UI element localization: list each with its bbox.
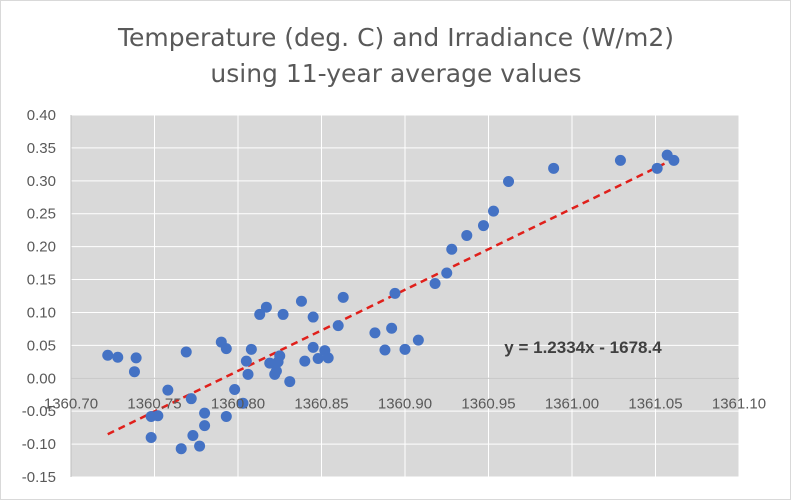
data-point — [284, 376, 296, 388]
x-tick-label: 1360.85 — [294, 395, 348, 412]
data-point — [220, 343, 232, 355]
chart-title-line-1: Temperature (deg. C) and Irradiance (W/m… — [117, 23, 674, 52]
data-point — [102, 349, 114, 361]
data-point — [270, 365, 282, 377]
data-point — [548, 162, 560, 174]
data-point — [180, 346, 192, 358]
y-tick-label: 0.40 — [27, 107, 56, 124]
data-point — [229, 383, 241, 395]
data-point — [240, 355, 252, 367]
data-point — [274, 350, 286, 362]
data-point — [503, 175, 515, 187]
data-point — [187, 430, 199, 442]
data-point — [429, 277, 441, 289]
data-point — [651, 162, 663, 174]
data-point — [477, 220, 489, 232]
data-point — [199, 420, 211, 432]
data-point — [332, 320, 344, 332]
data-point — [295, 295, 307, 307]
x-tick-label: 1361.05 — [628, 395, 682, 412]
data-point — [245, 343, 257, 355]
y-tick-label: 0.30 — [27, 173, 56, 190]
chart-title-line-2: using 11-year average values — [210, 59, 581, 88]
data-point — [369, 327, 381, 339]
data-point — [412, 334, 424, 346]
y-tick-label: -0.05 — [22, 403, 56, 420]
y-tick-label: 0.00 — [27, 370, 56, 387]
data-point — [175, 443, 187, 455]
y-tick-label: -0.10 — [22, 436, 56, 453]
data-point — [199, 407, 211, 419]
y-tick-label: -0.15 — [22, 469, 56, 486]
data-point — [237, 397, 249, 409]
data-point — [337, 291, 349, 303]
data-point — [152, 410, 164, 422]
data-point — [299, 355, 311, 367]
data-point — [389, 287, 401, 299]
data-point — [112, 351, 124, 363]
data-point — [162, 384, 174, 396]
x-tick-label: 1360.70 — [44, 395, 98, 412]
y-tick-label: 0.15 — [27, 272, 56, 289]
data-point — [668, 154, 680, 166]
data-point — [312, 353, 324, 365]
x-tick-label: 1361.10 — [712, 395, 766, 412]
data-point — [128, 366, 140, 378]
data-point — [130, 352, 142, 364]
data-point — [145, 432, 157, 444]
x-tick-label: 1360.75 — [127, 395, 181, 412]
y-tick-label: 0.05 — [27, 337, 56, 354]
x-tick-label: 1360.90 — [378, 395, 432, 412]
data-point — [322, 352, 334, 364]
y-tick-label: 0.35 — [27, 140, 56, 157]
data-point — [194, 440, 206, 452]
data-point — [399, 343, 411, 355]
data-point — [379, 344, 391, 356]
x-tick-label: 1361.00 — [545, 395, 599, 412]
data-point — [446, 243, 458, 255]
tick-labels: 0.40 0.35 0.30 0.25 0.20 0.15 0.10 0.05 0.00 -0.0… — [22, 107, 766, 486]
data-point — [242, 368, 254, 380]
y-tick-label: 0.25 — [27, 206, 56, 223]
y-tick-label: 0.10 — [27, 304, 56, 321]
x-tick-label: 1360.95 — [461, 395, 515, 412]
data-point — [441, 267, 453, 279]
data-point — [264, 357, 276, 369]
data-point — [220, 410, 232, 422]
data-point — [614, 154, 626, 166]
data-points — [102, 149, 680, 455]
data-point — [277, 308, 289, 320]
data-point — [254, 308, 266, 320]
x-tick-label: 1360.80 — [211, 395, 265, 412]
data-point — [307, 311, 319, 323]
axes — [70, 115, 739, 477]
trendline-equation: y = 1.2334x - 1678.4 — [504, 338, 662, 357]
data-point — [386, 322, 398, 334]
data-point — [488, 205, 500, 217]
data-point — [185, 393, 197, 405]
data-point — [461, 229, 473, 241]
y-tick-label: 0.20 — [27, 239, 56, 256]
data-point — [307, 341, 319, 353]
data-point — [260, 301, 272, 313]
